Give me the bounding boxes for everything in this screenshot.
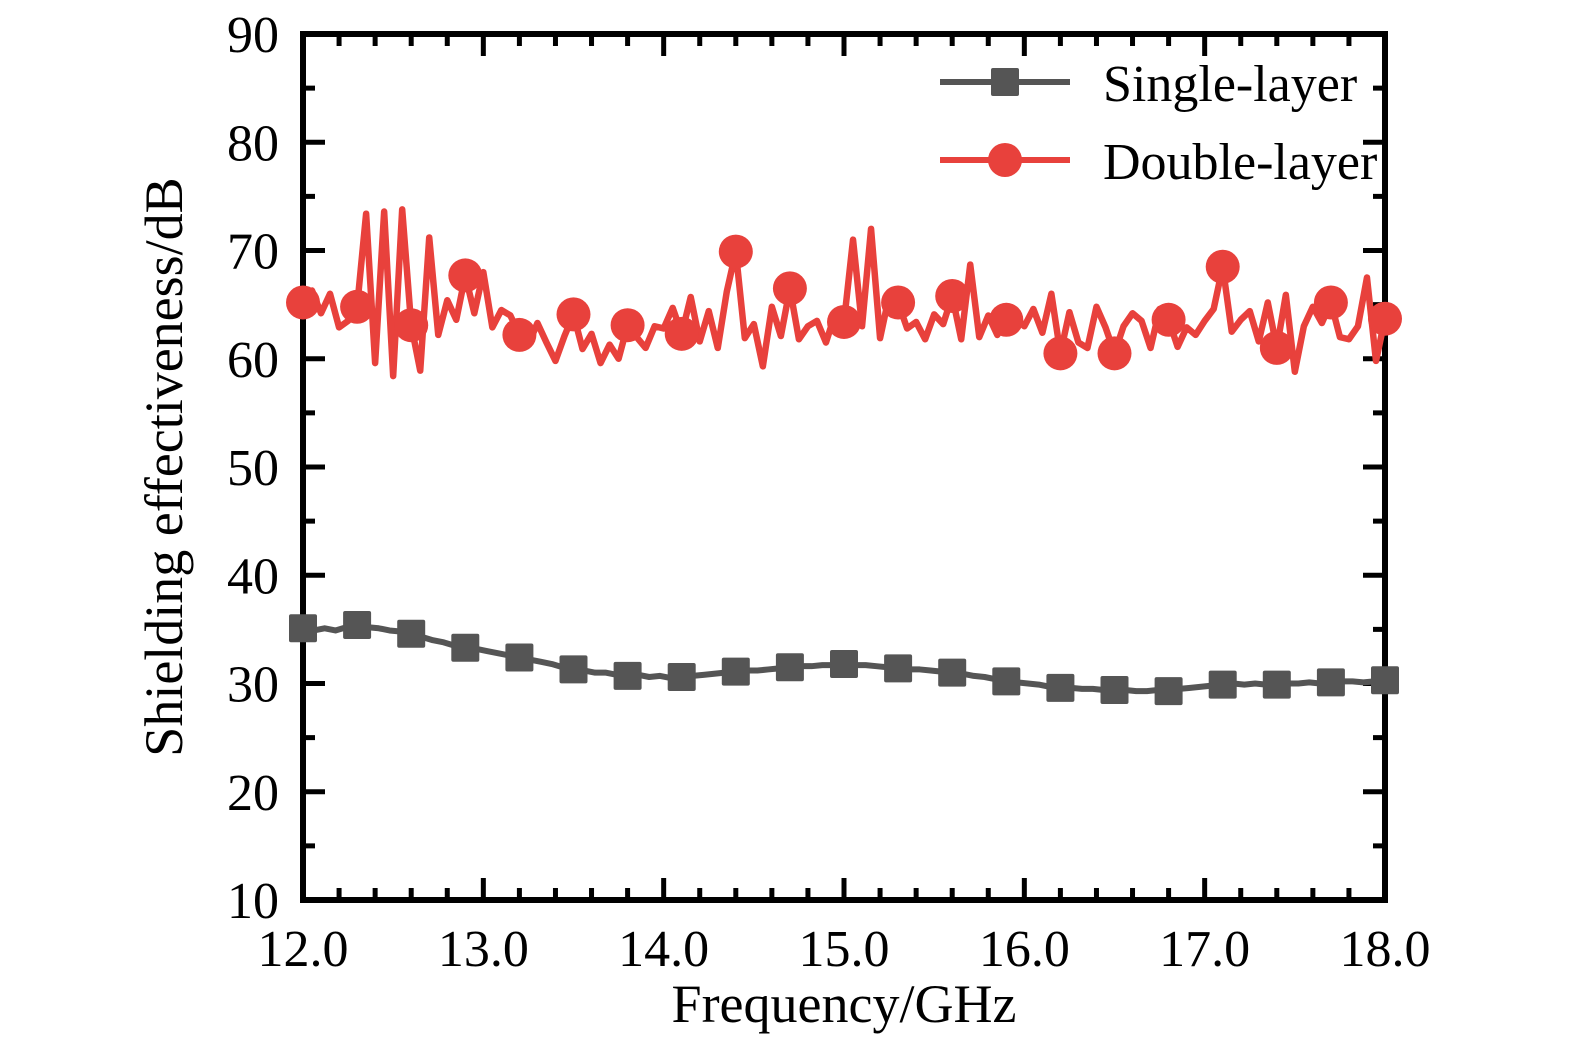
series-marker: [505, 643, 534, 672]
legend-item-2[interactable]: Double-layer: [940, 134, 1377, 191]
series-marker: [718, 234, 753, 269]
series-marker: [1313, 285, 1348, 320]
series-marker: [667, 663, 696, 692]
series-line: [299, 206, 1389, 380]
legend-item-1[interactable]: Single-layer: [940, 56, 1357, 113]
y-tick-label: 60: [227, 332, 279, 389]
data-series-layer: [286, 206, 1402, 706]
series-marker: [340, 289, 375, 324]
series-marker: [938, 658, 967, 687]
series-marker: [1151, 302, 1186, 337]
series-marker: [992, 667, 1021, 696]
series-marker: [989, 302, 1024, 337]
legend-circle-marker: [988, 143, 1022, 177]
series-1: [289, 611, 1399, 706]
x-tick-label: 15.0: [799, 921, 890, 978]
series-marker: [1262, 670, 1291, 699]
y-tick-label: 20: [227, 765, 279, 822]
series-marker: [1043, 336, 1078, 371]
series-marker: [935, 278, 970, 313]
series-marker: [827, 304, 861, 339]
plot-frame: [300, 31, 1388, 903]
y-tick-label: 80: [227, 115, 279, 172]
series-marker: [394, 308, 429, 343]
series-marker: [1259, 330, 1294, 365]
series-marker: [556, 297, 591, 332]
series-marker: [721, 657, 750, 686]
series-marker: [775, 653, 804, 682]
series-marker: [1100, 675, 1129, 704]
y-tick-label: 10: [227, 873, 279, 930]
y-tick-label: 50: [227, 440, 279, 497]
series-marker: [1208, 670, 1237, 699]
series-marker: [610, 308, 645, 343]
series-marker: [881, 285, 916, 320]
x-tick-label: 13.0: [438, 921, 529, 978]
y-tick-label: 30: [227, 657, 279, 714]
series-marker: [343, 611, 372, 640]
series-marker: [448, 258, 483, 293]
series-marker: [884, 654, 913, 683]
series-marker: [289, 614, 317, 643]
series-marker: [613, 661, 642, 690]
legend-label: Single-layer: [1103, 56, 1357, 113]
x-tick-label: 12.0: [258, 921, 349, 978]
series-marker: [1368, 301, 1402, 336]
series-2: [286, 206, 1402, 380]
y-tick-label: 70: [227, 224, 279, 281]
series-marker: [1097, 336, 1132, 371]
series-marker: [502, 317, 537, 352]
x-tick-label: 16.0: [979, 921, 1070, 978]
y-axis-tick-labels: 10 20 30 40 50 60 70 80 90: [227, 7, 279, 930]
legend-label: Double-layer: [1103, 134, 1377, 191]
chart-legend: Single-layer Double-layer: [940, 56, 1377, 191]
series-marker: [1205, 249, 1240, 284]
series-marker: [830, 650, 858, 679]
y-tick-label: 90: [227, 7, 279, 64]
y-tick-label: 40: [227, 548, 279, 605]
series-marker: [286, 285, 320, 320]
x-tick-label: 14.0: [618, 921, 709, 978]
series-marker: [451, 633, 480, 662]
x-tick-label: 17.0: [1159, 921, 1250, 978]
series-marker: [1154, 677, 1183, 706]
series-marker: [664, 316, 699, 351]
series-marker: [1371, 666, 1399, 695]
series-marker: [559, 655, 588, 684]
y-axis-title: Shielding effectiveness/dB: [134, 177, 194, 756]
series-marker: [1046, 673, 1075, 702]
x-axis-tick-labels: 12.0 13.0 14.0 15.0 16.0 17.0 18.0: [258, 921, 1431, 978]
series-marker: [1316, 668, 1345, 697]
x-tick-label: 18.0: [1340, 921, 1431, 978]
legend-square-marker: [991, 68, 1019, 96]
x-axis-title: Frequency/GHz: [672, 974, 1017, 1034]
series-marker: [397, 619, 426, 648]
series-marker: [772, 271, 807, 306]
